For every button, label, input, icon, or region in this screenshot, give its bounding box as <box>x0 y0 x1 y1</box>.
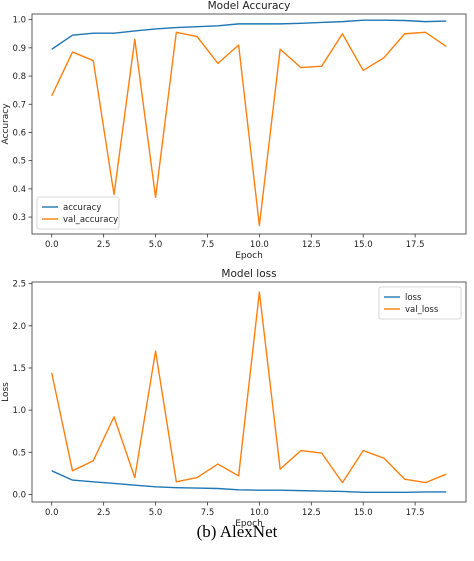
x-tick-label: 5.0 <box>149 240 163 250</box>
y-tick-label: 2.5 <box>12 280 26 290</box>
y-tick-label: 1.5 <box>12 364 26 374</box>
y-tick-label: 0.6 <box>12 128 26 138</box>
x-tick-label: 12.5 <box>302 240 321 250</box>
legend-label-accuracy: accuracy <box>63 203 101 213</box>
x-tick-label: 12.5 <box>302 508 321 518</box>
y-tick-label: 0.3 <box>12 213 26 223</box>
legend-box <box>378 286 462 320</box>
x-axis-label: Epoch <box>235 519 263 529</box>
series-line-val_accuracy <box>51 31 447 227</box>
legend-label-loss: loss <box>405 293 422 303</box>
y-tick-label: 1.0 <box>12 16 26 26</box>
x-tick-label: 0.0 <box>45 240 59 250</box>
x-tick-label: 15.0 <box>354 508 373 518</box>
y-axis-label: Loss <box>1 382 11 402</box>
legend-box <box>36 196 120 230</box>
x-tick-label: 10.0 <box>250 508 269 518</box>
y-tick-label: 1.0 <box>12 406 26 416</box>
series-line-val_loss <box>51 291 447 484</box>
y-tick-label: 0.5 <box>12 157 26 167</box>
chart-title: Model loss <box>221 268 276 280</box>
legend: accuracy val_accuracy <box>36 196 120 230</box>
series-line-loss <box>51 470 447 494</box>
figure-caption: (b) AlexNet <box>196 522 278 541</box>
y-axis-label: Accuracy <box>1 103 11 145</box>
legend: loss val_loss <box>378 286 462 320</box>
y-tick-label: 0.7 <box>12 100 26 110</box>
y-tick-label: 0.4 <box>12 185 26 195</box>
y-tick-label: 0.5 <box>12 448 26 458</box>
y-tick-label: 0.9 <box>12 44 26 54</box>
x-tick-label: 15.0 <box>354 240 373 250</box>
x-tick-label: 0.0 <box>45 508 59 518</box>
x-tick-label: 5.0 <box>149 508 163 518</box>
x-tick-label: 2.5 <box>97 240 111 250</box>
y-tick-label: 2.0 <box>12 322 26 332</box>
y-tick-label: 0.0 <box>12 490 26 500</box>
y-tick-label: 0.8 <box>12 72 26 82</box>
x-tick-label: 17.5 <box>406 240 425 250</box>
x-tick-label: 7.5 <box>201 240 215 250</box>
legend-label-val_accuracy: val_accuracy <box>63 215 118 225</box>
legend-label-val_loss: val_loss <box>405 305 439 315</box>
x-tick-label: 10.0 <box>250 240 269 250</box>
x-tick-label: 17.5 <box>406 508 425 518</box>
chart-title: Model Accuracy <box>208 0 291 12</box>
series-line-accuracy <box>51 19 447 50</box>
x-tick-label: 7.5 <box>201 508 215 518</box>
chart-1: Model Accuracy 0.0 2.5 5.0 7.5 10.0 12.5 15.0 17… <box>1 0 467 261</box>
x-tick-label: 2.5 <box>97 508 111 518</box>
x-axis-label: Epoch <box>235 251 263 261</box>
chart-2: Model loss 0.0 2.5 5.0 7.5 10.0 12.5 15.0 17.5 0.… <box>1 268 467 529</box>
